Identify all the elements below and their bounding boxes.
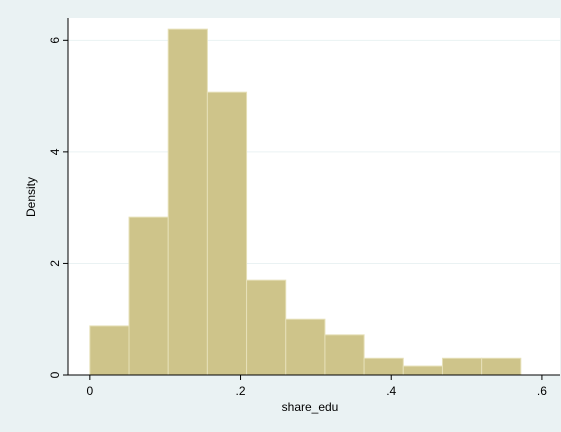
bar <box>246 279 287 376</box>
bar <box>324 334 365 376</box>
bar <box>441 357 483 376</box>
y-tick-label: 2 <box>48 260 62 267</box>
bar <box>89 325 130 376</box>
y-tick-label: 6 <box>48 37 62 44</box>
bar <box>128 216 169 376</box>
x-tick-label: .6 <box>537 384 547 398</box>
y-tick-label: 0 <box>48 371 62 378</box>
bar <box>206 91 248 376</box>
x-tick-label: 0 <box>87 384 94 398</box>
bar <box>481 357 522 376</box>
bar <box>285 318 326 376</box>
x-tick-label: .2 <box>236 384 246 398</box>
x-tick-label: .4 <box>386 384 396 398</box>
bar <box>402 365 443 376</box>
y-tick-label: 4 <box>48 148 62 155</box>
x-axis-label: share_edu <box>282 400 339 414</box>
y-axis-label: Density <box>24 177 38 217</box>
bar <box>167 28 208 376</box>
bar <box>363 357 404 376</box>
